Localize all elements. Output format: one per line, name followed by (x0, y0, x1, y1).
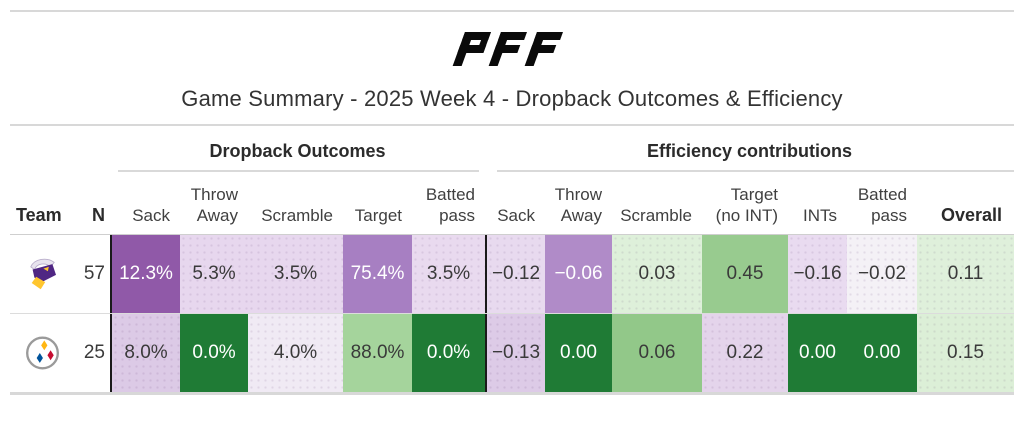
header-line1: Batted (857, 184, 907, 204)
cell-eff-batted-pass: −0.02 (847, 235, 917, 313)
col-header-n: N (92, 205, 105, 225)
pff-logo (10, 28, 1014, 70)
cell-eff-ints: −0.16 (788, 235, 847, 313)
cell-eff-scramble: 0.03 (612, 235, 702, 313)
col-header-outcome-batted-pass: Batted pass (412, 184, 485, 235)
table-row-steelers: 25 8.0% 0.0% 4.0% 88.0% 0.0% −0.13 0.00 … (10, 313, 1014, 392)
group-header-efficiency-contributions: Efficiency contributions (485, 141, 1014, 172)
cell-outcome-batted-pass: 3.5% (412, 235, 485, 313)
team-cell (10, 314, 84, 392)
header-line1: Throw (190, 184, 238, 204)
header-line1: Throw (554, 184, 602, 204)
vikings-logo-icon (30, 258, 56, 290)
header-line2: Scramble (620, 205, 692, 225)
header-line2: INTs (803, 205, 837, 225)
col-header-team: Team (16, 205, 62, 225)
group-header-dropback-outcomes: Dropback Outcomes (110, 141, 485, 172)
n-cell: 25 (84, 314, 110, 392)
cell-eff-batted-pass: 0.00 (847, 314, 917, 392)
cell-eff-overall: 0.15 (917, 314, 1014, 392)
header-line2: pass (439, 205, 475, 225)
header-line2: (no INT) (715, 205, 778, 225)
cell-eff-sack: −0.13 (485, 314, 545, 392)
team-cell (10, 235, 84, 313)
cell-eff-throw-away: −0.06 (545, 235, 612, 313)
pff-logo-icon (452, 32, 563, 66)
header-line2: pass (871, 205, 907, 225)
group-underline (497, 170, 1014, 172)
col-header-eff-scramble: Scramble (612, 205, 702, 234)
header-line2: Away (196, 205, 238, 225)
table-body: 57 12.3% 5.3% 3.5% 75.4% 3.5% −0.12 −0.0… (10, 235, 1014, 395)
cell-eff-scramble: 0.06 (612, 314, 702, 392)
header-line2: Target (354, 205, 402, 225)
group-underline (118, 170, 479, 172)
header-line2: Scramble (261, 205, 333, 225)
page-title: Game Summary - 2025 Week 4 - Dropback Ou… (181, 86, 843, 111)
cell-outcome-throw-away: 5.3% (180, 235, 248, 313)
col-header-eff-batted-pass: Batted pass (847, 184, 917, 235)
cell-outcome-batted-pass: 0.0% (412, 314, 485, 392)
steelers-logo-icon (26, 336, 59, 370)
n-cell: 57 (84, 235, 110, 313)
cell-eff-target-no-int: 0.22 (702, 314, 788, 392)
col-header-eff-throw-away: Throw Away (545, 184, 612, 235)
cell-outcome-sack: 12.3% (110, 235, 180, 313)
group-label: Dropback Outcomes (209, 141, 386, 161)
cell-outcome-sack: 8.0% (110, 314, 180, 392)
cell-outcome-scramble: 3.5% (248, 235, 343, 313)
col-header-eff-sack: Sack (485, 205, 545, 234)
cell-eff-overall: 0.11 (917, 235, 1014, 313)
masthead: Game Summary - 2025 Week 4 - Dropback Ou… (10, 12, 1014, 126)
cell-eff-throw-away: 0.00 (545, 314, 612, 392)
col-header-outcome-scramble: Scramble (248, 205, 343, 234)
cell-outcome-throw-away: 0.0% (180, 314, 248, 392)
col-header-eff-ints: INTs (788, 205, 847, 234)
cell-eff-target-no-int: 0.45 (702, 235, 788, 313)
col-header-overall: Overall (917, 204, 1014, 235)
table-group-header-row: Dropback Outcomes Efficiency contributio… (10, 126, 1014, 172)
group-label: Efficiency contributions (646, 141, 853, 161)
cell-eff-sack: −0.12 (485, 235, 545, 313)
header-line2: Overall (940, 204, 1002, 225)
table-row-vikings: 57 12.3% 5.3% 3.5% 75.4% 3.5% −0.12 −0.0… (10, 235, 1014, 313)
col-header-outcome-target: Target (343, 205, 412, 234)
cell-outcome-scramble: 4.0% (248, 314, 343, 392)
col-header-outcome-throw-away: Throw Away (180, 184, 248, 235)
content-frame: Game Summary - 2025 Week 4 - Dropback Ou… (10, 10, 1014, 395)
header-line1: Target (730, 184, 778, 204)
col-header-eff-target-no-int: Target (no INT) (702, 184, 788, 235)
header-line2: Sack (497, 205, 535, 225)
cell-eff-ints: 0.00 (788, 314, 847, 392)
header-line2: Sack (132, 205, 170, 225)
cell-outcome-target: 75.4% (343, 235, 412, 313)
header-line1: Batted (425, 184, 475, 204)
stats-table: Dropback Outcomes Efficiency contributio… (10, 126, 1014, 395)
col-header-outcome-sack: Sack (110, 205, 180, 234)
cell-outcome-target: 88.0% (343, 314, 412, 392)
table-column-header-row: Team N Sack Throw Away Scramble Target B… (10, 172, 1014, 235)
header-line2: Away (560, 205, 602, 225)
